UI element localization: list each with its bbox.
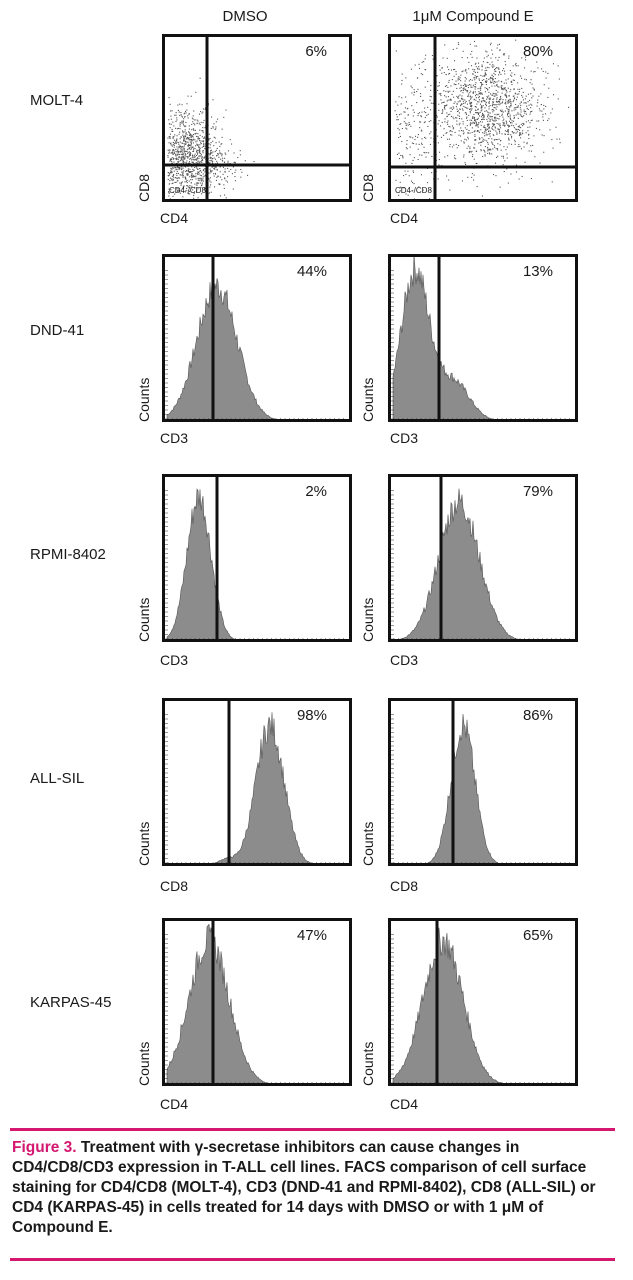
panel-karpas-dmso: 47% bbox=[162, 918, 352, 1086]
y-axis-label: Counts bbox=[136, 597, 152, 642]
y-axis-label: CD8 bbox=[360, 173, 376, 202]
x-axis-label: CD4 bbox=[390, 210, 419, 226]
event-dots bbox=[167, 77, 255, 199]
event-dots bbox=[394, 39, 575, 199]
column-header-compound-e: 1μM Compound E bbox=[412, 8, 534, 25]
y-axis-label: Counts bbox=[136, 821, 152, 866]
panel-karpas-compound: 65% bbox=[388, 918, 578, 1086]
histogram-area bbox=[214, 712, 313, 863]
histogram-dnd41-dmso bbox=[165, 257, 344, 419]
histogram-area bbox=[427, 713, 499, 863]
percent-label: 79% bbox=[522, 483, 553, 500]
histogram-area bbox=[166, 488, 235, 639]
row-label-dnd41: DND-41 bbox=[30, 322, 85, 339]
percent-label: 47% bbox=[296, 927, 327, 944]
row-label-molt4: MOLT-4 bbox=[30, 92, 84, 109]
histogram-karpas-compound bbox=[391, 921, 570, 1083]
histogram-area bbox=[392, 927, 503, 1083]
row-label-allsil: ALL-SIL bbox=[30, 770, 85, 787]
percent-label: 65% bbox=[522, 927, 553, 944]
panel-rpmi-compound: 79% bbox=[388, 474, 578, 642]
x-axis-label: CD4 bbox=[160, 210, 189, 226]
percent-label: 86% bbox=[522, 707, 553, 724]
histogram-dnd41-compound bbox=[391, 257, 570, 419]
quadrant-label: CD4-/CD8 bbox=[169, 186, 206, 195]
panel-dnd41-dmso: 44% bbox=[162, 254, 352, 422]
histogram-area bbox=[166, 923, 270, 1083]
panel-rpmi-dmso: 2% bbox=[162, 474, 352, 642]
x-axis-label: CD3 bbox=[390, 652, 419, 668]
x-axis-label: CD3 bbox=[390, 430, 419, 446]
percent-label: 98% bbox=[296, 707, 327, 724]
panel-molt4-compound: 80% CD4-/CD8 bbox=[388, 34, 578, 202]
percent-label: 44% bbox=[296, 263, 327, 280]
panel-dnd41-compound: 13% bbox=[388, 254, 578, 422]
x-axis-label: CD3 bbox=[160, 652, 189, 668]
panel-allsil-dmso: 98% bbox=[162, 698, 352, 866]
figure-label: Figure 3. bbox=[12, 1139, 77, 1156]
histogram-karpas-dmso bbox=[165, 921, 344, 1083]
quadrant-label: CD4-/CD8 bbox=[395, 186, 432, 195]
y-axis-label: Counts bbox=[360, 597, 376, 642]
histogram-rpmi-compound bbox=[391, 477, 570, 639]
histogram-area bbox=[399, 488, 519, 639]
histogram-allsil-compound bbox=[391, 701, 570, 863]
row-label-karpas45: KARPAS-45 bbox=[30, 994, 112, 1011]
caption-text: Treatment with γ-secretase inhibitors ca… bbox=[12, 1139, 596, 1236]
x-axis-label: CD8 bbox=[160, 878, 189, 894]
y-axis-label: Counts bbox=[360, 1041, 376, 1086]
percent-label: 80% bbox=[522, 43, 553, 60]
y-axis-label: CD8 bbox=[136, 173, 152, 202]
percent-label: 2% bbox=[305, 483, 327, 500]
histogram-area bbox=[392, 257, 494, 419]
histogram-rpmi-dmso bbox=[165, 477, 344, 639]
y-axis-label: Counts bbox=[136, 377, 152, 422]
y-axis-label: Counts bbox=[360, 377, 376, 422]
caption-top-rule bbox=[10, 1128, 615, 1131]
percent-label: 13% bbox=[522, 263, 553, 280]
y-axis-label: Counts bbox=[360, 821, 376, 866]
row-label-rpmi8402: RPMI-8402 bbox=[30, 546, 106, 563]
figure-caption: Figure 3. Treatment with γ-secretase inh… bbox=[12, 1138, 617, 1238]
panel-allsil-compound: 86% bbox=[388, 698, 578, 866]
x-axis-label: CD8 bbox=[390, 878, 419, 894]
histogram-allsil-dmso bbox=[165, 701, 344, 863]
caption-bottom-rule bbox=[10, 1258, 615, 1261]
scatter-molt4-compound bbox=[391, 37, 575, 199]
y-axis-label: Counts bbox=[136, 1041, 152, 1086]
histogram-area bbox=[166, 278, 277, 419]
percent-label: 6% bbox=[305, 43, 327, 60]
x-axis-label: CD4 bbox=[390, 1096, 419, 1112]
panel-molt4-dmso: 6% CD4-/CD8 bbox=[162, 34, 352, 202]
x-axis-label: CD4 bbox=[160, 1096, 189, 1112]
scatter-molt4-dmso bbox=[165, 37, 349, 199]
x-axis-label: CD3 bbox=[160, 430, 189, 446]
column-header-dmso: DMSO bbox=[222, 8, 268, 25]
